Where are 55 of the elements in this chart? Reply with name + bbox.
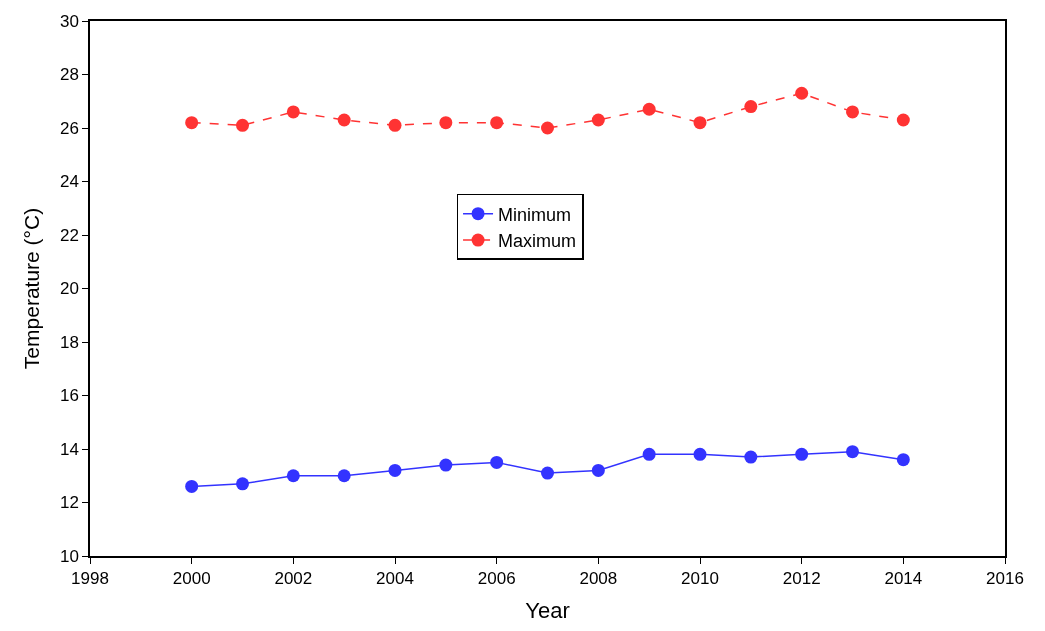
y-tick-label: 14	[59, 439, 79, 459]
legend-label: Minimum	[498, 204, 572, 225]
point	[236, 477, 249, 491]
point	[388, 463, 402, 477]
point	[337, 113, 351, 127]
y-tick-label: 10	[59, 546, 79, 566]
point	[642, 102, 656, 116]
point	[541, 121, 554, 135]
point	[744, 450, 758, 464]
point	[591, 463, 605, 477]
point	[185, 116, 199, 130]
point	[490, 455, 504, 469]
point	[795, 447, 809, 461]
legend-label: Maximum	[498, 231, 577, 252]
x-axis-title: Year	[525, 597, 570, 623]
point	[337, 469, 351, 483]
y-tick-label: 26	[59, 118, 79, 138]
y-tick-label: 28	[59, 65, 79, 85]
y-tick-label: 20	[59, 279, 79, 299]
point	[286, 469, 300, 483]
x-tick-label: 1998	[71, 569, 109, 589]
point	[591, 113, 605, 127]
point	[693, 447, 707, 461]
point	[896, 113, 910, 127]
x-tick-label: 2004	[376, 569, 414, 589]
x-tick-label: 2008	[579, 569, 618, 589]
x-tick-label: 2016	[986, 569, 1024, 589]
y-tick-label: 30	[59, 11, 79, 31]
x-tick-label: 2000	[172, 569, 211, 589]
point	[744, 100, 758, 114]
point	[286, 105, 300, 119]
y-tick-label: 24	[59, 172, 79, 192]
y-tick-label: 22	[59, 225, 79, 245]
point	[236, 118, 249, 132]
x-tick-label: 2014	[884, 569, 923, 589]
point	[439, 116, 453, 130]
point	[388, 118, 402, 132]
x-tick-label: 2010	[681, 569, 719, 589]
y-axis-title: Temperature (°C)	[19, 207, 43, 370]
x-tick-label: 2012	[782, 569, 821, 589]
point	[846, 445, 859, 459]
point	[490, 116, 504, 130]
y-tick-label: 18	[59, 332, 79, 352]
point	[896, 453, 910, 467]
point	[795, 86, 809, 100]
point	[693, 116, 707, 130]
y-tick-label: 16	[59, 386, 79, 406]
y-tick-label: 12	[59, 493, 79, 513]
point	[439, 458, 453, 472]
point	[185, 479, 199, 493]
x-tick-label: 2006	[477, 569, 516, 589]
point	[642, 447, 656, 461]
point	[541, 466, 554, 480]
point	[846, 105, 859, 119]
x-tick-label: 2002	[274, 569, 313, 589]
